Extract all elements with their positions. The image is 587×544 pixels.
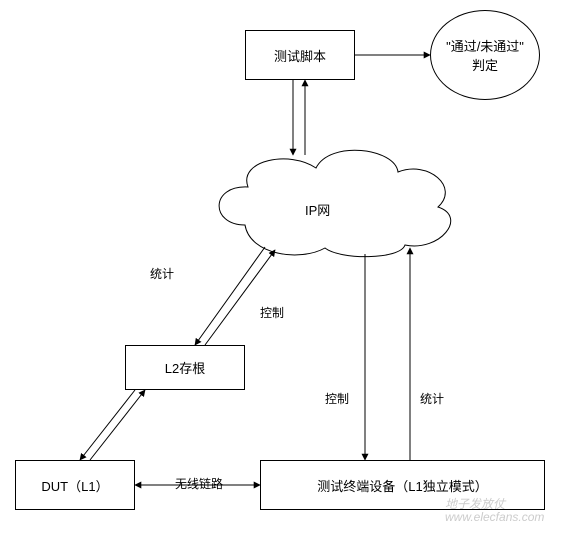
node-test-script: 测试脚本 [245,30,355,80]
node-ipnet-label: IP网 [305,200,330,219]
node-l2-stub-label: L2存根 [165,358,205,377]
node-verdict: "通过/未通过" 判定 [430,10,540,100]
cloud-ipnet [219,150,451,256]
label-stats-right: 统计 [420,390,444,407]
ipnet-text: IP网 [305,203,330,218]
edge-ipnet-l2-up [205,250,275,345]
label-stats-left: 统计 [150,265,174,282]
node-verdict-label-bot: 判定 [472,55,498,74]
node-test-script-label: 测试脚本 [274,46,326,65]
node-dut: DUT（L1） [15,460,135,510]
node-dut-label: DUT（L1） [41,476,108,495]
edge-l2-dut-down [80,390,135,460]
node-tester-label: 测试终端设备（L1独立模式） [317,476,487,495]
edge-l2-dut-up [90,390,145,460]
label-control-right: 控制 [325,390,349,407]
diagram-canvas: 测试脚本 "通过/未通过" 判定 IP网 L2存根 DUT（L1） 测试终端设备… [0,0,587,544]
node-verdict-label-top: "通过/未通过" [446,36,524,55]
node-l2-stub: L2存根 [125,345,245,390]
edge-ipnet-l2-down [195,247,265,345]
label-wireless: 无线链路 [175,475,223,492]
label-control-left: 控制 [260,304,284,321]
watermark-url: www.elecfans.com [445,510,544,524]
